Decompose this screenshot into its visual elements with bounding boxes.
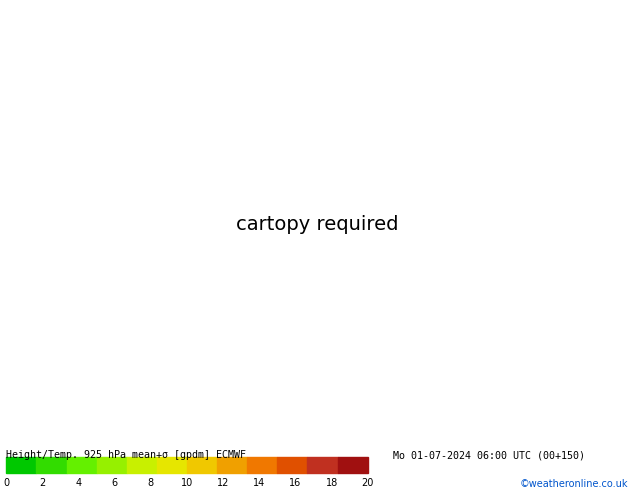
Bar bbox=[96, 457, 127, 472]
Text: Mo 01-07-2024 06:00 UTC (00+150): Mo 01-07-2024 06:00 UTC (00+150) bbox=[393, 450, 585, 460]
Bar bbox=[247, 457, 277, 472]
Bar bbox=[127, 457, 157, 472]
Bar bbox=[217, 457, 247, 472]
Text: 4: 4 bbox=[75, 478, 82, 489]
Text: 20: 20 bbox=[361, 478, 374, 489]
Text: 12: 12 bbox=[217, 478, 230, 489]
Bar bbox=[36, 457, 67, 472]
Text: 6: 6 bbox=[112, 478, 118, 489]
Text: 10: 10 bbox=[181, 478, 193, 489]
Text: 2: 2 bbox=[39, 478, 46, 489]
Bar bbox=[157, 457, 187, 472]
Bar bbox=[307, 457, 337, 472]
Text: cartopy required: cartopy required bbox=[236, 215, 398, 234]
Text: 0: 0 bbox=[3, 478, 10, 489]
Text: 18: 18 bbox=[325, 478, 338, 489]
Bar bbox=[67, 457, 96, 472]
Text: Height/Temp. 925 hPa mean+σ [gpdm] ECMWF: Height/Temp. 925 hPa mean+σ [gpdm] ECMWF bbox=[6, 450, 247, 460]
Bar bbox=[6, 457, 36, 472]
Text: 8: 8 bbox=[148, 478, 154, 489]
Bar bbox=[277, 457, 307, 472]
Text: 14: 14 bbox=[253, 478, 266, 489]
Text: 16: 16 bbox=[289, 478, 302, 489]
Bar bbox=[187, 457, 217, 472]
Text: ©weatheronline.co.uk: ©weatheronline.co.uk bbox=[519, 479, 628, 489]
Bar bbox=[337, 457, 368, 472]
